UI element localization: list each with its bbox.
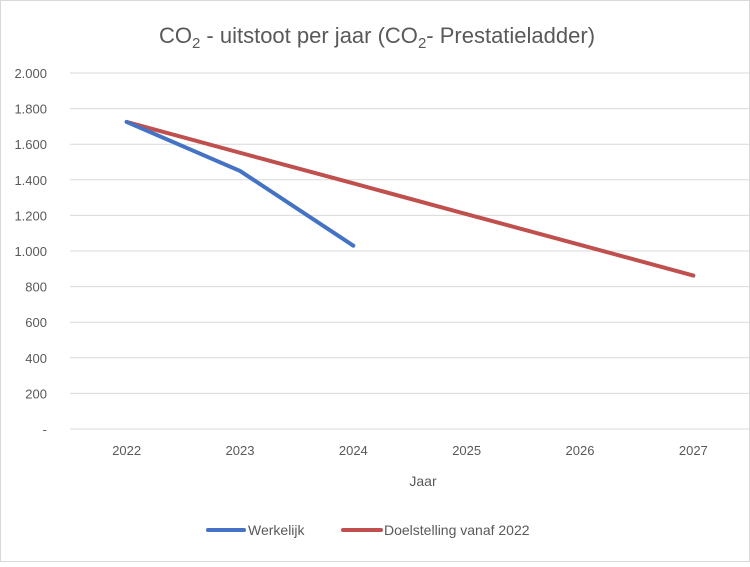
x-tick-label: 2026: [566, 443, 595, 458]
y-tick-label: 1.800: [14, 102, 47, 117]
x-axis-tick-labels: 2022 2023 2024 2025 2026 2027: [112, 443, 708, 458]
y-tick-label: 2.000: [14, 66, 47, 81]
x-tick-label: 2024: [339, 443, 368, 458]
x-tick-label: 2027: [679, 443, 708, 458]
x-tick-label: 2025: [452, 443, 481, 458]
y-tick-label: 400: [25, 351, 47, 366]
x-tick-label: 2022: [112, 443, 141, 458]
legend-label: Doelstelling vanaf 2022: [384, 522, 530, 538]
y-tick-label: 1.200: [14, 208, 47, 223]
chart-title: CO2 - uitstoot per jaar (CO2- Prestatiel…: [159, 23, 595, 52]
legend: Werkelijk Doelstelling vanaf 2022: [206, 522, 530, 538]
y-tick-label: 1.000: [14, 244, 47, 259]
y-tick-label: 1.400: [14, 173, 47, 188]
x-tick-label: 2023: [226, 443, 255, 458]
data-series: [124, 119, 696, 278]
y-tick-label: -: [43, 422, 47, 437]
y-tick-label: 1.600: [14, 137, 47, 152]
x-axis-label: Jaar: [409, 473, 437, 489]
y-tick-label: 600: [25, 315, 47, 330]
y-tick-label: 800: [25, 280, 47, 295]
gridlines: [70, 72, 750, 430]
y-tick-label: 200: [25, 386, 47, 401]
series-line-werkelijk: [124, 119, 356, 248]
legend-label: Werkelijk: [248, 522, 306, 538]
y-axis-tick-labels: - 200 400 600 800 1.000 1.200 1.400 1.600 1.800 2.…: [14, 66, 47, 437]
series-line-doelstelling-vanaf-2022: [124, 119, 696, 278]
